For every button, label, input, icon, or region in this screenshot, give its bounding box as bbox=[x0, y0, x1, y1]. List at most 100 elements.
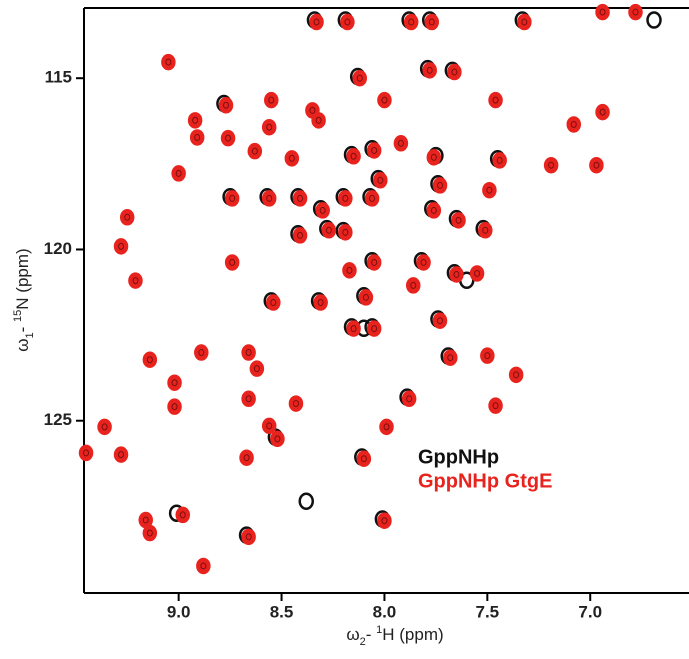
peak-core bbox=[124, 213, 131, 221]
peak-core bbox=[251, 147, 258, 155]
peak-core bbox=[266, 194, 273, 202]
peak-core bbox=[455, 216, 462, 224]
peak bbox=[241, 528, 256, 546]
label-part: 15 bbox=[12, 310, 24, 322]
peak bbox=[113, 446, 129, 463]
peak-core bbox=[342, 228, 349, 236]
peak bbox=[424, 13, 440, 31]
peak-core bbox=[171, 379, 178, 387]
peak-core bbox=[548, 161, 555, 169]
peak bbox=[566, 116, 582, 133]
peak bbox=[311, 112, 326, 129]
peak-core bbox=[319, 206, 326, 214]
peak bbox=[97, 418, 112, 436]
label-part: ω bbox=[346, 625, 359, 644]
peak bbox=[589, 156, 604, 174]
peak bbox=[646, 11, 662, 29]
peak bbox=[167, 374, 182, 391]
peak-core bbox=[383, 423, 390, 431]
peak-core bbox=[632, 8, 639, 16]
peak bbox=[492, 152, 507, 169]
peak bbox=[488, 91, 503, 109]
peak bbox=[128, 272, 143, 289]
peak-core bbox=[437, 181, 444, 189]
peak-core bbox=[165, 58, 172, 66]
peak bbox=[346, 320, 361, 337]
peak-core bbox=[266, 123, 273, 131]
peak-core bbox=[430, 153, 437, 161]
peak bbox=[224, 190, 240, 207]
peak-core bbox=[146, 529, 153, 537]
peak bbox=[478, 222, 493, 239]
peak bbox=[315, 202, 330, 219]
peak-core bbox=[288, 154, 295, 162]
peak-core bbox=[268, 96, 275, 104]
x-tick-label: 9.0 bbox=[167, 602, 191, 621]
peak bbox=[342, 262, 357, 279]
peak bbox=[113, 238, 129, 255]
label-part: ω bbox=[13, 338, 32, 351]
peak bbox=[488, 397, 503, 414]
peak-core bbox=[175, 169, 182, 177]
label-part: 1 bbox=[24, 332, 36, 338]
peak bbox=[161, 53, 176, 71]
peak bbox=[298, 492, 314, 510]
peak bbox=[595, 3, 610, 21]
y-tick-label: 120 bbox=[44, 239, 72, 258]
peak bbox=[264, 91, 279, 109]
peak bbox=[241, 390, 256, 408]
peak-core bbox=[371, 258, 378, 266]
peak bbox=[358, 289, 374, 306]
x-tick-label: 7.0 bbox=[578, 602, 602, 621]
peak-core bbox=[420, 258, 427, 266]
peak-core bbox=[229, 194, 236, 202]
peak-core bbox=[194, 133, 201, 141]
peak-core bbox=[492, 402, 499, 410]
peak-core bbox=[315, 116, 322, 124]
peak-core bbox=[570, 120, 577, 128]
peak-core bbox=[447, 354, 454, 362]
peak bbox=[443, 349, 458, 366]
y-axis-label: ω1- 15N (ppm) bbox=[12, 248, 36, 351]
peak bbox=[218, 97, 234, 114]
peak-core bbox=[297, 231, 304, 239]
peak bbox=[313, 294, 328, 311]
peak-core bbox=[245, 349, 252, 357]
label-part: - bbox=[366, 625, 376, 644]
peak-core bbox=[309, 106, 316, 114]
peak bbox=[167, 398, 182, 415]
peak bbox=[432, 177, 448, 194]
peak bbox=[508, 366, 524, 384]
peak bbox=[189, 129, 205, 146]
peak-core bbox=[270, 299, 277, 307]
peak-core bbox=[346, 266, 353, 274]
peak-core bbox=[229, 258, 236, 266]
peak-core bbox=[513, 371, 520, 379]
peak bbox=[377, 512, 392, 529]
peak bbox=[401, 390, 417, 408]
peak-core bbox=[593, 161, 600, 169]
legend-entry: GppNHp bbox=[418, 446, 499, 468]
peak bbox=[426, 202, 442, 219]
peak-core bbox=[292, 400, 299, 408]
peak-core bbox=[486, 186, 493, 194]
peak bbox=[292, 190, 308, 207]
peak bbox=[266, 294, 281, 311]
peak-core bbox=[369, 194, 376, 202]
peak-core bbox=[381, 96, 388, 104]
peak-core bbox=[225, 134, 232, 142]
peak bbox=[364, 190, 380, 207]
peak bbox=[595, 103, 610, 121]
peak bbox=[321, 222, 337, 239]
peak-core bbox=[430, 206, 437, 214]
label-part: 1 bbox=[376, 624, 382, 636]
peak-core bbox=[118, 451, 125, 459]
peak bbox=[366, 142, 382, 159]
peak bbox=[356, 450, 372, 467]
peak bbox=[422, 62, 437, 79]
peak-core bbox=[356, 74, 363, 82]
peak-core bbox=[222, 101, 229, 109]
peak bbox=[338, 224, 353, 241]
peak-core bbox=[350, 152, 357, 160]
